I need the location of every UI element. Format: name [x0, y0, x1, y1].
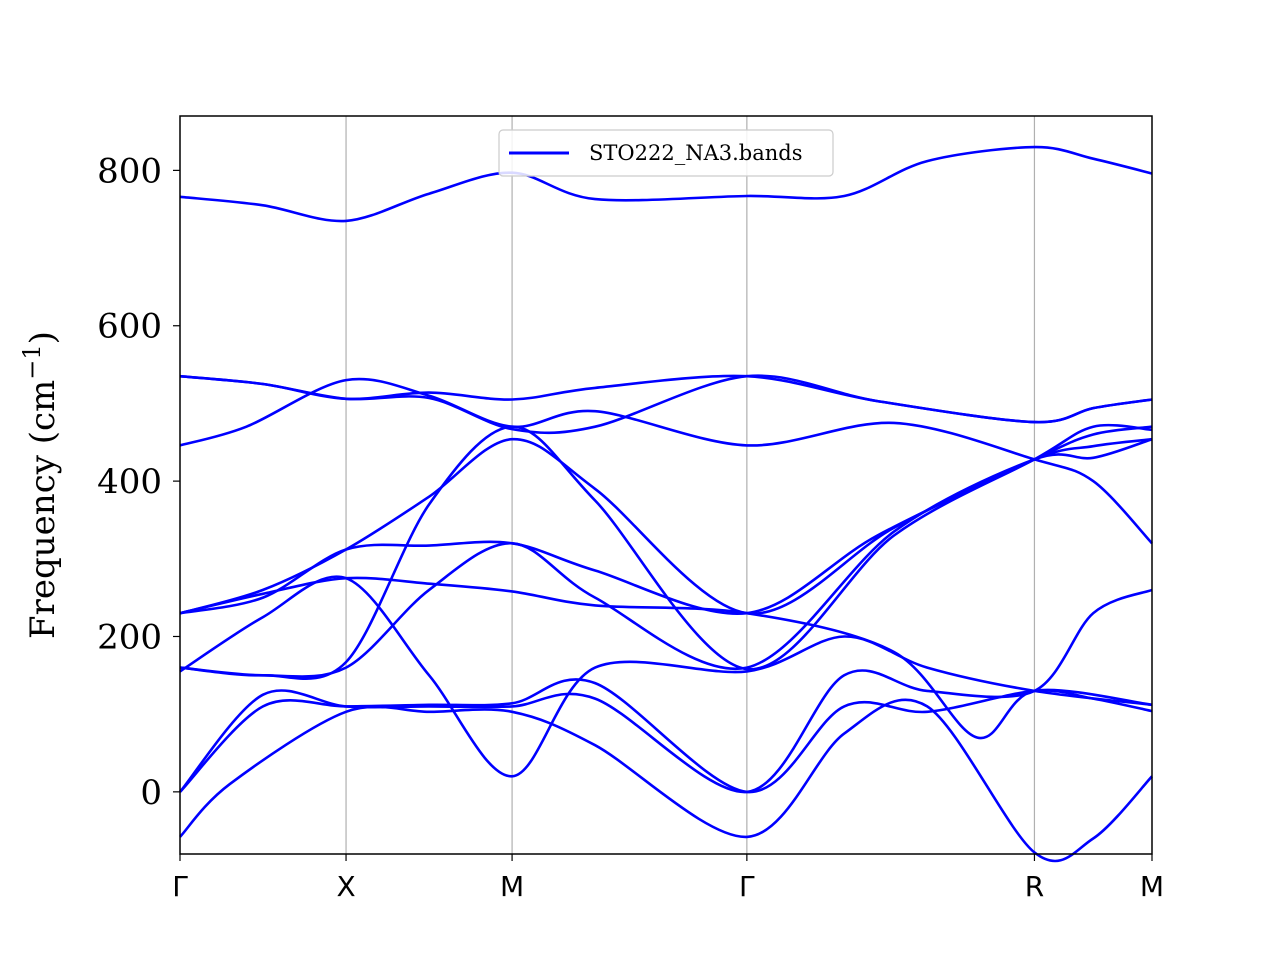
x-tick-label: X: [336, 870, 355, 903]
y-tick-label: 400: [97, 462, 162, 502]
x-tick-label: M: [500, 870, 524, 903]
band-line-7: [179, 576, 1153, 740]
legend-box: [498, 129, 834, 177]
band-line-5: [179, 437, 1153, 615]
y-tick-label: 800: [97, 151, 162, 191]
grid-lines: [345, 116, 1036, 854]
band-line-6: [179, 425, 1153, 616]
band-line-8: [179, 423, 1153, 680]
band-line-1: [179, 145, 1153, 223]
legend-entry: STO222_NA3.bands: [589, 141, 802, 165]
band-line-11: [179, 678, 1153, 794]
y-tick-label: 600: [97, 307, 162, 347]
x-tick-label: Γ: [172, 870, 188, 903]
band-line-13: [179, 698, 1153, 863]
y-axis-label: Frequency (cm−1): [18, 331, 63, 639]
y-axis-label-text: Frequency (cm: [23, 380, 63, 639]
band-line-10: [179, 575, 1153, 778]
series-layer: [179, 145, 1153, 863]
y-tick-label: 0: [140, 773, 162, 813]
y-tick-label: 200: [97, 617, 162, 657]
y-axis-label-sup: −1: [18, 344, 46, 379]
x-tick-label: M: [1140, 870, 1164, 903]
band-line-9: [179, 437, 1153, 678]
y-axis-label-close: ): [23, 331, 63, 344]
band-line-3: [179, 374, 1153, 424]
plot-frame: [179, 115, 1153, 855]
x-tick-label: R: [1025, 870, 1044, 903]
x-tick-label: Γ: [739, 870, 755, 903]
y-ticks: 0 200 400 600 800: [97, 151, 180, 813]
band-line-12: [179, 588, 1153, 794]
legend: STO222_NA3.bands: [498, 129, 834, 177]
band-line-4: [179, 377, 1153, 545]
band-line-2: [179, 374, 1153, 435]
